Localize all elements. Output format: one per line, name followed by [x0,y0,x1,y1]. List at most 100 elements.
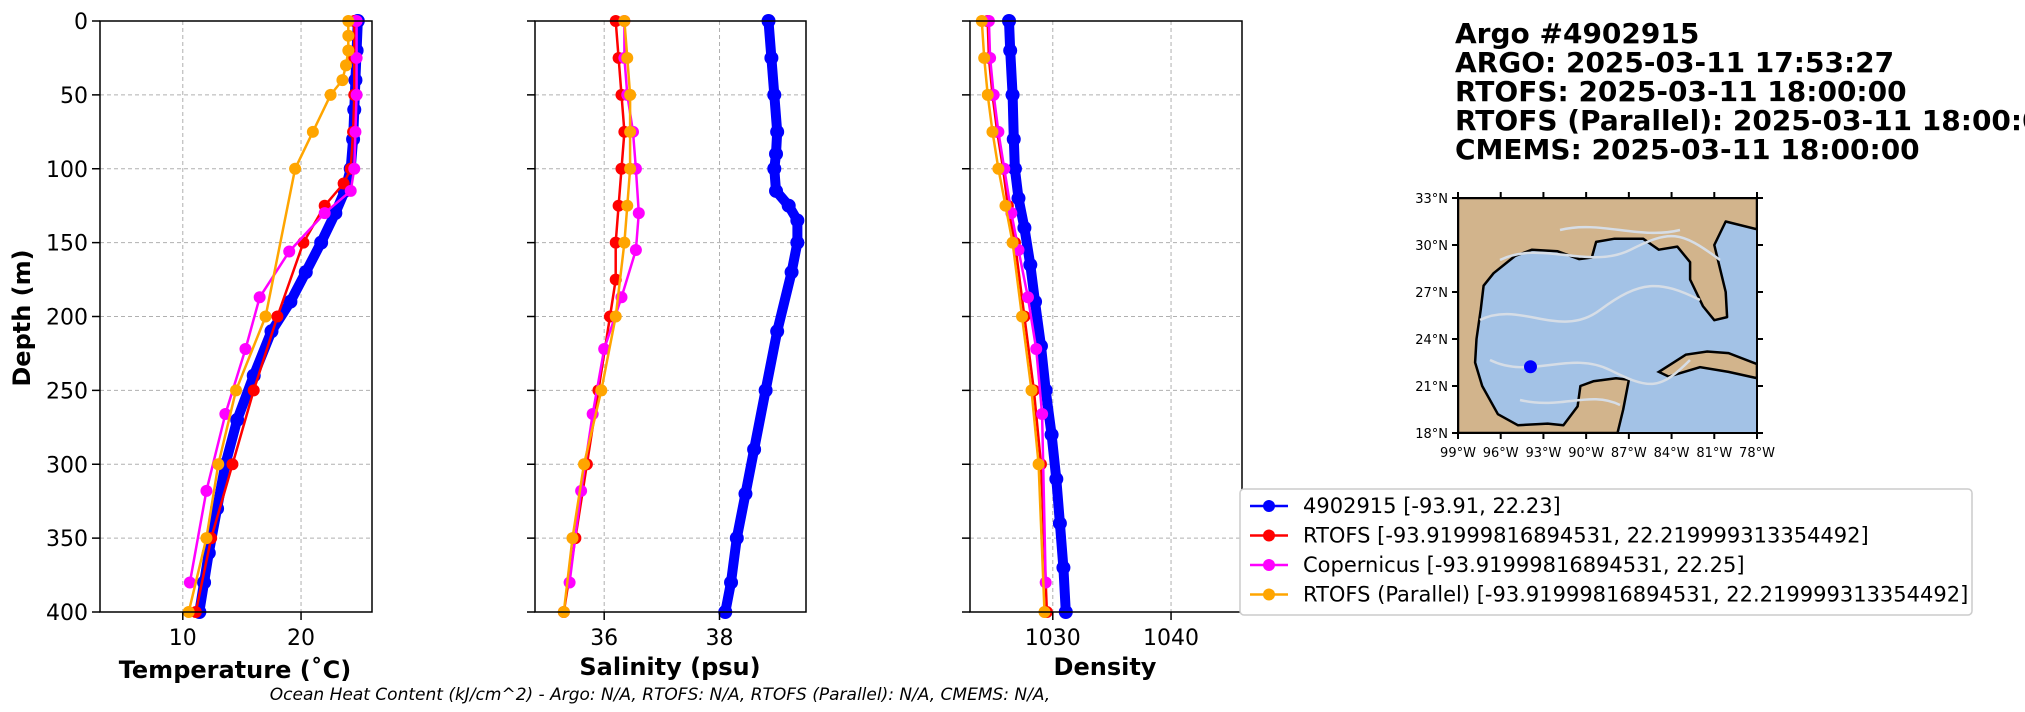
lon-tick-label: 93°W [1525,446,1561,461]
temperature-axis-label: Temperature (˚C) [119,656,352,684]
legend-marker [1263,500,1275,512]
data-point [298,265,313,280]
data-point [999,199,1012,212]
data-point [349,125,362,138]
lat-tick-label: 33°N [1415,192,1448,207]
salinity-axis-label: Salinity (psu) [579,653,760,681]
data-point [1017,220,1032,235]
data-point [758,383,773,398]
lon-tick-label: 99°W [1440,446,1476,461]
current-streamline [1489,358,1691,386]
data-point [632,207,645,220]
legend-entry-label: 4902915 [-93.91, 22.23] [1303,494,1561,518]
y-tick-label: 250 [46,379,88,404]
data-point [1007,161,1022,176]
lon-tick-label: 81°W [1696,446,1732,461]
data-point [337,177,350,190]
data-point [769,146,784,161]
data-point [1005,87,1020,102]
salinity-panel: 36 38 [527,14,807,651]
title-line-rtofs-time: RTOFS: 2025-03-11 18:00:00 [1455,75,1907,108]
data-point [566,532,579,545]
data-point [1052,516,1067,531]
density-axis-label: Density [1054,653,1157,681]
x-tick-label: 10 [169,626,197,651]
data-point [621,199,634,212]
data-point [253,291,266,304]
series-line [1004,16,1071,617]
data-point [724,575,739,590]
argo-location-marker [1523,360,1537,374]
data-point [978,51,991,64]
data-point [770,324,785,339]
lat-tick-label: 24°N [1415,333,1448,348]
data-point [344,184,357,197]
legend-marker [1263,529,1275,542]
y-tick-label: 350 [46,527,88,552]
x-tick-label: 1030 [1025,626,1081,651]
data-point [986,125,999,138]
data-point [1036,408,1049,421]
data-point [350,51,363,64]
legend-box [1239,488,1973,616]
data-point [342,44,355,57]
data-point [259,310,272,323]
series-line [562,19,632,614]
data-point [318,207,331,220]
data-point [981,88,994,101]
data-point [328,206,343,221]
lon-tick-label: 87°W [1611,446,1647,461]
data-point [764,50,779,65]
data-point [747,442,762,457]
lat-tick-label: 18°N [1415,427,1448,442]
current-streamline [1479,284,1701,323]
data-point [200,484,213,497]
data-point [1044,427,1059,442]
y-tick-label: 200 [46,306,88,331]
data-point [595,384,608,397]
x-tick-label: 36 [590,626,618,651]
current-streamline [1559,225,1681,235]
data-point [629,244,642,257]
data-point [1021,291,1034,304]
data-point [598,343,611,356]
data-point [348,162,361,175]
data-point [306,125,319,138]
data-point [1025,384,1038,397]
depth-axis-label: Depth (m) [8,249,36,386]
data-point [1011,191,1026,206]
title-line-argo-id: Argo #4902915 [1455,17,1699,50]
legend-marker [1263,559,1275,571]
y-tick-label: 50 [60,84,88,109]
data-point [297,236,310,249]
data-point [615,162,628,175]
data-point [283,245,296,258]
legend-entry-label: Copernicus [-93.91999816894531, 22.25] [1303,553,1745,577]
data-point [770,124,785,139]
data-point [729,531,744,546]
lat-tick-label: 21°N [1415,380,1448,395]
data-point [769,183,784,198]
x-tick-label: 1040 [1143,626,1199,651]
data-point [992,162,1005,175]
data-point [339,59,352,72]
data-point [289,162,302,175]
x-tick-label: 20 [287,626,315,651]
series-line [568,19,641,584]
data-point [1006,132,1021,147]
lon-tick-label: 78°W [1739,446,1775,461]
data-point [624,162,637,175]
data-point [1056,560,1071,575]
lon-tick-label: 96°W [1483,446,1519,461]
data-point [336,74,349,87]
data-point [350,88,363,101]
data-point [781,198,796,213]
ocean-heat-content-footer: Ocean Heat Content (kJ/cm^2) - Argo: N/A… [270,685,1050,705]
current-streamline [1519,397,1621,407]
y-tick-label: 400 [46,601,88,626]
data-point [247,384,260,397]
legend-marker [1263,588,1275,601]
current-streamline [1499,234,1721,262]
data-point [230,384,242,397]
